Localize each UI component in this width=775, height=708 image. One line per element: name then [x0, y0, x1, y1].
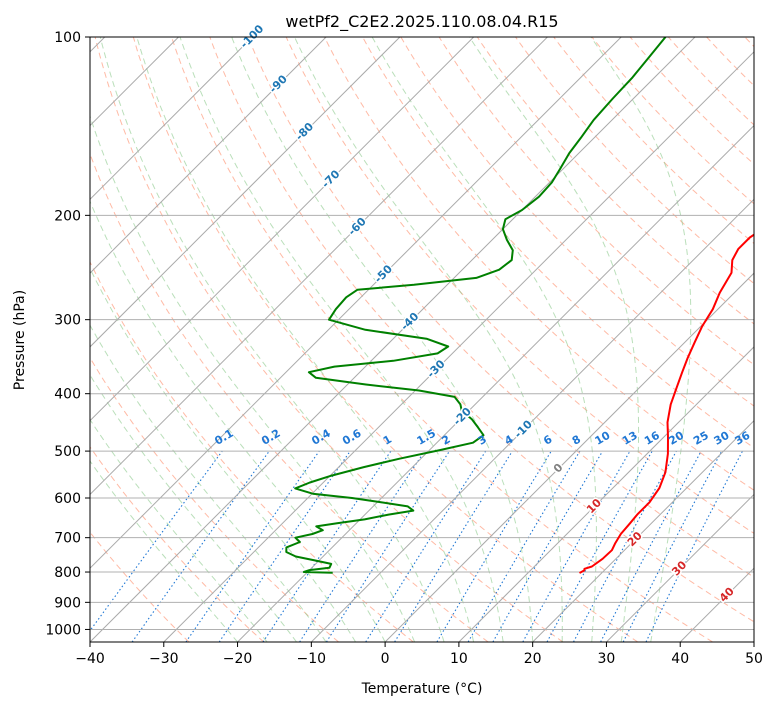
- moist-adiabat: [468, 37, 640, 642]
- dry-adiabat: [209, 37, 754, 623]
- moist-adiabat: [90, 200, 386, 642]
- mixing-ratio-line: [622, 450, 723, 642]
- mixing-ratio-line: [185, 450, 320, 642]
- moist-adiabat: [590, 37, 692, 642]
- moist-adiabat: [99, 37, 445, 642]
- isotherm: [90, 37, 327, 274]
- moist-adiabat: [90, 267, 357, 642]
- isotherm: [90, 37, 622, 569]
- moist-adiabat: [90, 373, 297, 642]
- mixing-ratio-line: [600, 450, 702, 642]
- y-tick-label: 900: [54, 595, 81, 611]
- y-tick-label: 700: [54, 531, 81, 547]
- x-tick-label: −40: [75, 651, 105, 667]
- dry-adiabat: [438, 37, 754, 366]
- x-tick-label: 10: [450, 651, 468, 667]
- isotherm: [90, 37, 475, 422]
- dry-adiabat: [171, 37, 713, 642]
- mixing-ratio-line: [492, 450, 604, 642]
- dry-adiabat: [553, 37, 754, 245]
- isotherm: [90, 37, 253, 201]
- isotherm: [458, 346, 754, 642]
- isotherm: [532, 419, 754, 642]
- y-tick-label: 1000: [45, 622, 81, 638]
- isotherm: [237, 124, 754, 642]
- dry-adiabat: [400, 37, 754, 407]
- mixing-ratio-line: [467, 450, 581, 642]
- mixing-ratio-line: [218, 450, 351, 642]
- dewpoint-profile-line: [285, 37, 667, 574]
- y-tick-label: 300: [54, 313, 81, 329]
- dry-adiabat: [132, 37, 639, 642]
- dry-adiabat: [247, 37, 754, 578]
- y-tick-label: 800: [54, 565, 81, 581]
- moist-adiabat: [90, 418, 268, 642]
- y-axis-label: Pressure (hPa): [12, 290, 28, 390]
- dry-adiabat: [90, 152, 489, 642]
- x-tick-label: 0: [381, 651, 390, 667]
- isotherm: [163, 51, 754, 642]
- x-tick-label: 30: [598, 651, 616, 667]
- moist-adiabat: [294, 37, 563, 642]
- x-axis-label: Temperature (°C): [361, 681, 483, 697]
- isotherm: [606, 493, 754, 642]
- moist-adiabat: [90, 460, 238, 642]
- isotherm: [310, 198, 754, 642]
- x-tick-label: 40: [671, 651, 689, 667]
- mixing-ratio-line: [436, 450, 552, 642]
- isotherm: [90, 37, 401, 348]
- isotherm: [90, 37, 696, 642]
- moist-adiabat: [179, 37, 504, 642]
- x-tick-label: 20: [524, 651, 542, 667]
- moist-adiabat: [231, 37, 534, 642]
- chart-title: wetPf2_C2E2.2025.110.08.04.R15: [285, 12, 558, 32]
- moist-adiabat: [90, 324, 327, 642]
- dry-adiabat: [285, 37, 754, 534]
- dry-adiabat: [90, 446, 265, 642]
- mixing-ratio-line: [394, 450, 513, 642]
- x-tick-label: 50: [745, 651, 763, 667]
- y-tick-label: 500: [54, 444, 81, 460]
- x-tick-label: −20: [223, 651, 253, 667]
- moist-adiabat: [371, 37, 597, 642]
- dry-adiabat: [362, 37, 754, 449]
- y-tick-label: 400: [54, 387, 81, 403]
- moist-adiabat: [90, 114, 416, 642]
- y-tick-label: 100: [54, 30, 81, 46]
- y-tick-label: 200: [54, 208, 81, 224]
- mixing-ratio-line: [262, 450, 392, 642]
- isotherm: [384, 272, 754, 642]
- mixing-ratio-line: [573, 450, 677, 642]
- isotherm: [90, 37, 548, 496]
- temperature-profile-line: [579, 233, 754, 574]
- y-tick-label: 600: [54, 491, 81, 507]
- x-tick-label: −10: [297, 651, 327, 667]
- mixing-ratio-line: [522, 450, 631, 642]
- moist-adiabat: [136, 37, 475, 642]
- plot-frame: [89, 36, 755, 643]
- x-tick-label: −30: [149, 651, 179, 667]
- dry-adiabat: [94, 37, 564, 642]
- mixing-ratio-line: [299, 450, 426, 642]
